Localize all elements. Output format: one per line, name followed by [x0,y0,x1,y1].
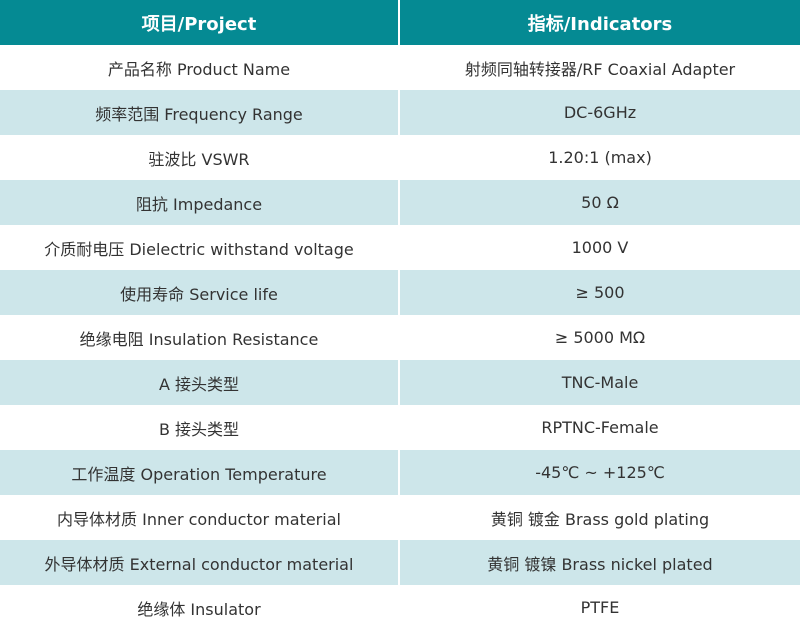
table-row: 外导体材质 External conductor material 黄铜 镀镍 B… [0,540,800,585]
project-cell: 产品名称 Product Name [0,45,400,90]
project-cell: 绝缘体 Insulator [0,585,400,630]
indicator-cell: 50 Ω [400,180,800,225]
table-row: 驻波比 VSWR 1.20:1 (max) [0,135,800,180]
table-row: 绝缘电阻 Insulation Resistance ≥ 5000 MΩ [0,315,800,360]
indicator-cell: TNC-Male [400,360,800,405]
indicator-cell: DC-6GHz [400,90,800,135]
header-indicators: 指标/Indicators [400,0,800,45]
table-row: 产品名称 Product Name 射频同轴转接器/RF Coaxial Adap… [0,45,800,90]
project-cell: B 接头类型 [0,405,400,450]
indicator-cell: -45℃ ~ +125℃ [400,450,800,495]
table-row: 绝缘体 Insulator PTFE [0,585,800,630]
project-cell: 介质耐电压 Dielectric withstand voltage [0,225,400,270]
indicator-cell: 黄铜 镀镍 Brass nickel plated [400,540,800,585]
project-cell: 频率范围 Frequency Range [0,90,400,135]
header-project: 项目/Project [0,0,400,45]
indicator-cell: 射频同轴转接器/RF Coaxial Adapter [464,59,736,79]
table-row: 使用寿命 Service life ≥ 500 [0,270,800,315]
header-row: 项目/Project 指标/Indicators [0,0,800,45]
project-cell: 工作温度 Operation Temperature [0,450,400,495]
table-row: 阻抗 Impedance 50 Ω [0,180,800,225]
project-cell: A 接头类型 [0,360,400,405]
table-row: 内导体材质 Inner conductor material 黄铜 镀金 Bras… [0,495,800,540]
project-cell: 内导体材质 Inner conductor material [0,495,400,540]
indicator-cell: RPTNC-Female [541,418,659,437]
indicator-cell: 1.20:1 (max) [548,148,652,167]
project-cell: 使用寿命 Service life [0,270,400,315]
indicator-cell: 1000 V [571,238,629,257]
project-cell: 阻抗 Impedance [0,180,400,225]
indicator-cell: PTFE [580,598,620,617]
indicator-cell: ≥ 500 [400,270,800,315]
indicator-cell: ≥ 5000 MΩ [554,328,646,347]
table-row: 频率范围 Frequency Range DC-6GHz [0,90,800,135]
table-row: 介质耐电压 Dielectric withstand voltage 1000 V [0,225,800,270]
table-row: 工作温度 Operation Temperature -45℃ ~ +125℃ [0,450,800,495]
project-cell: 绝缘电阻 Insulation Resistance [0,315,400,360]
table-row: A 接头类型 TNC-Male [0,360,800,405]
table-row: B 接头类型 RPTNC-Female [0,405,800,450]
indicator-cell: 黄铜 镀金 Brass gold plating [490,509,710,529]
project-cell: 驻波比 VSWR [0,135,400,180]
project-cell: 外导体材质 External conductor material [0,540,400,585]
